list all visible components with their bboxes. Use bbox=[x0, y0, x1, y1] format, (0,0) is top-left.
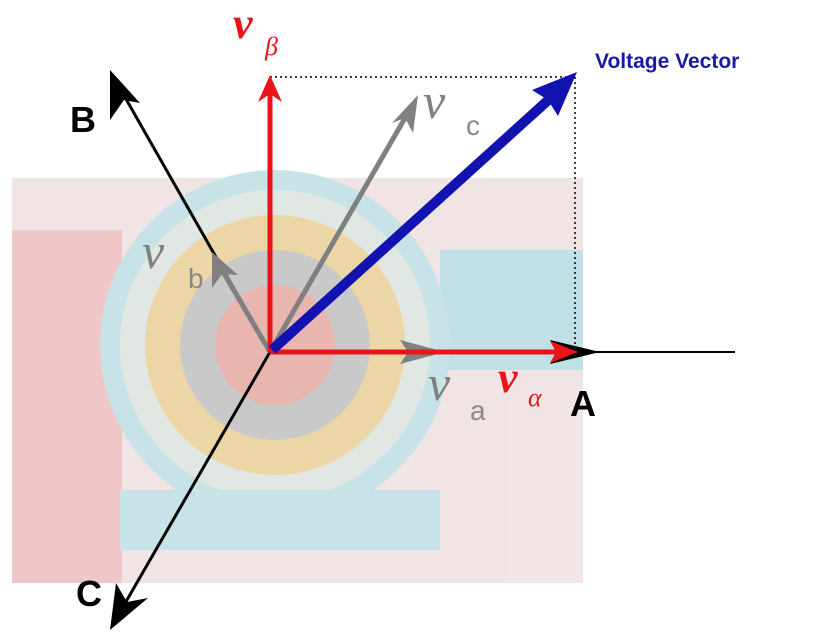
v-c-symbol: v bbox=[423, 73, 446, 129]
v-a-symbol: v bbox=[428, 355, 451, 411]
axis-c-label: C bbox=[76, 573, 102, 614]
page: vβ Voltage Vector B C A v c v b v a v α … bbox=[0, 0, 815, 640]
arrowhead bbox=[392, 95, 418, 133]
arrowhead bbox=[110, 70, 140, 120]
v-a-subscript: a bbox=[470, 395, 486, 426]
axis-b-label: B bbox=[70, 99, 96, 140]
voltage-vector-label: Voltage Vector bbox=[595, 50, 739, 73]
arrowhead bbox=[110, 583, 148, 630]
v-beta-subscript: β bbox=[264, 32, 278, 61]
v-beta-symbol: v bbox=[233, 0, 253, 48]
v-alpha-subscript: α bbox=[528, 383, 543, 412]
v-b-subscript: b bbox=[188, 263, 204, 294]
axis-a-label: A bbox=[570, 383, 596, 424]
v-c-subscript: c bbox=[466, 110, 480, 141]
diagram: vβ Voltage Vector B C A v c v b v a v α bbox=[0, 0, 815, 640]
v-b-symbol: v bbox=[142, 223, 165, 279]
v-alpha-symbol: v bbox=[498, 353, 518, 402]
